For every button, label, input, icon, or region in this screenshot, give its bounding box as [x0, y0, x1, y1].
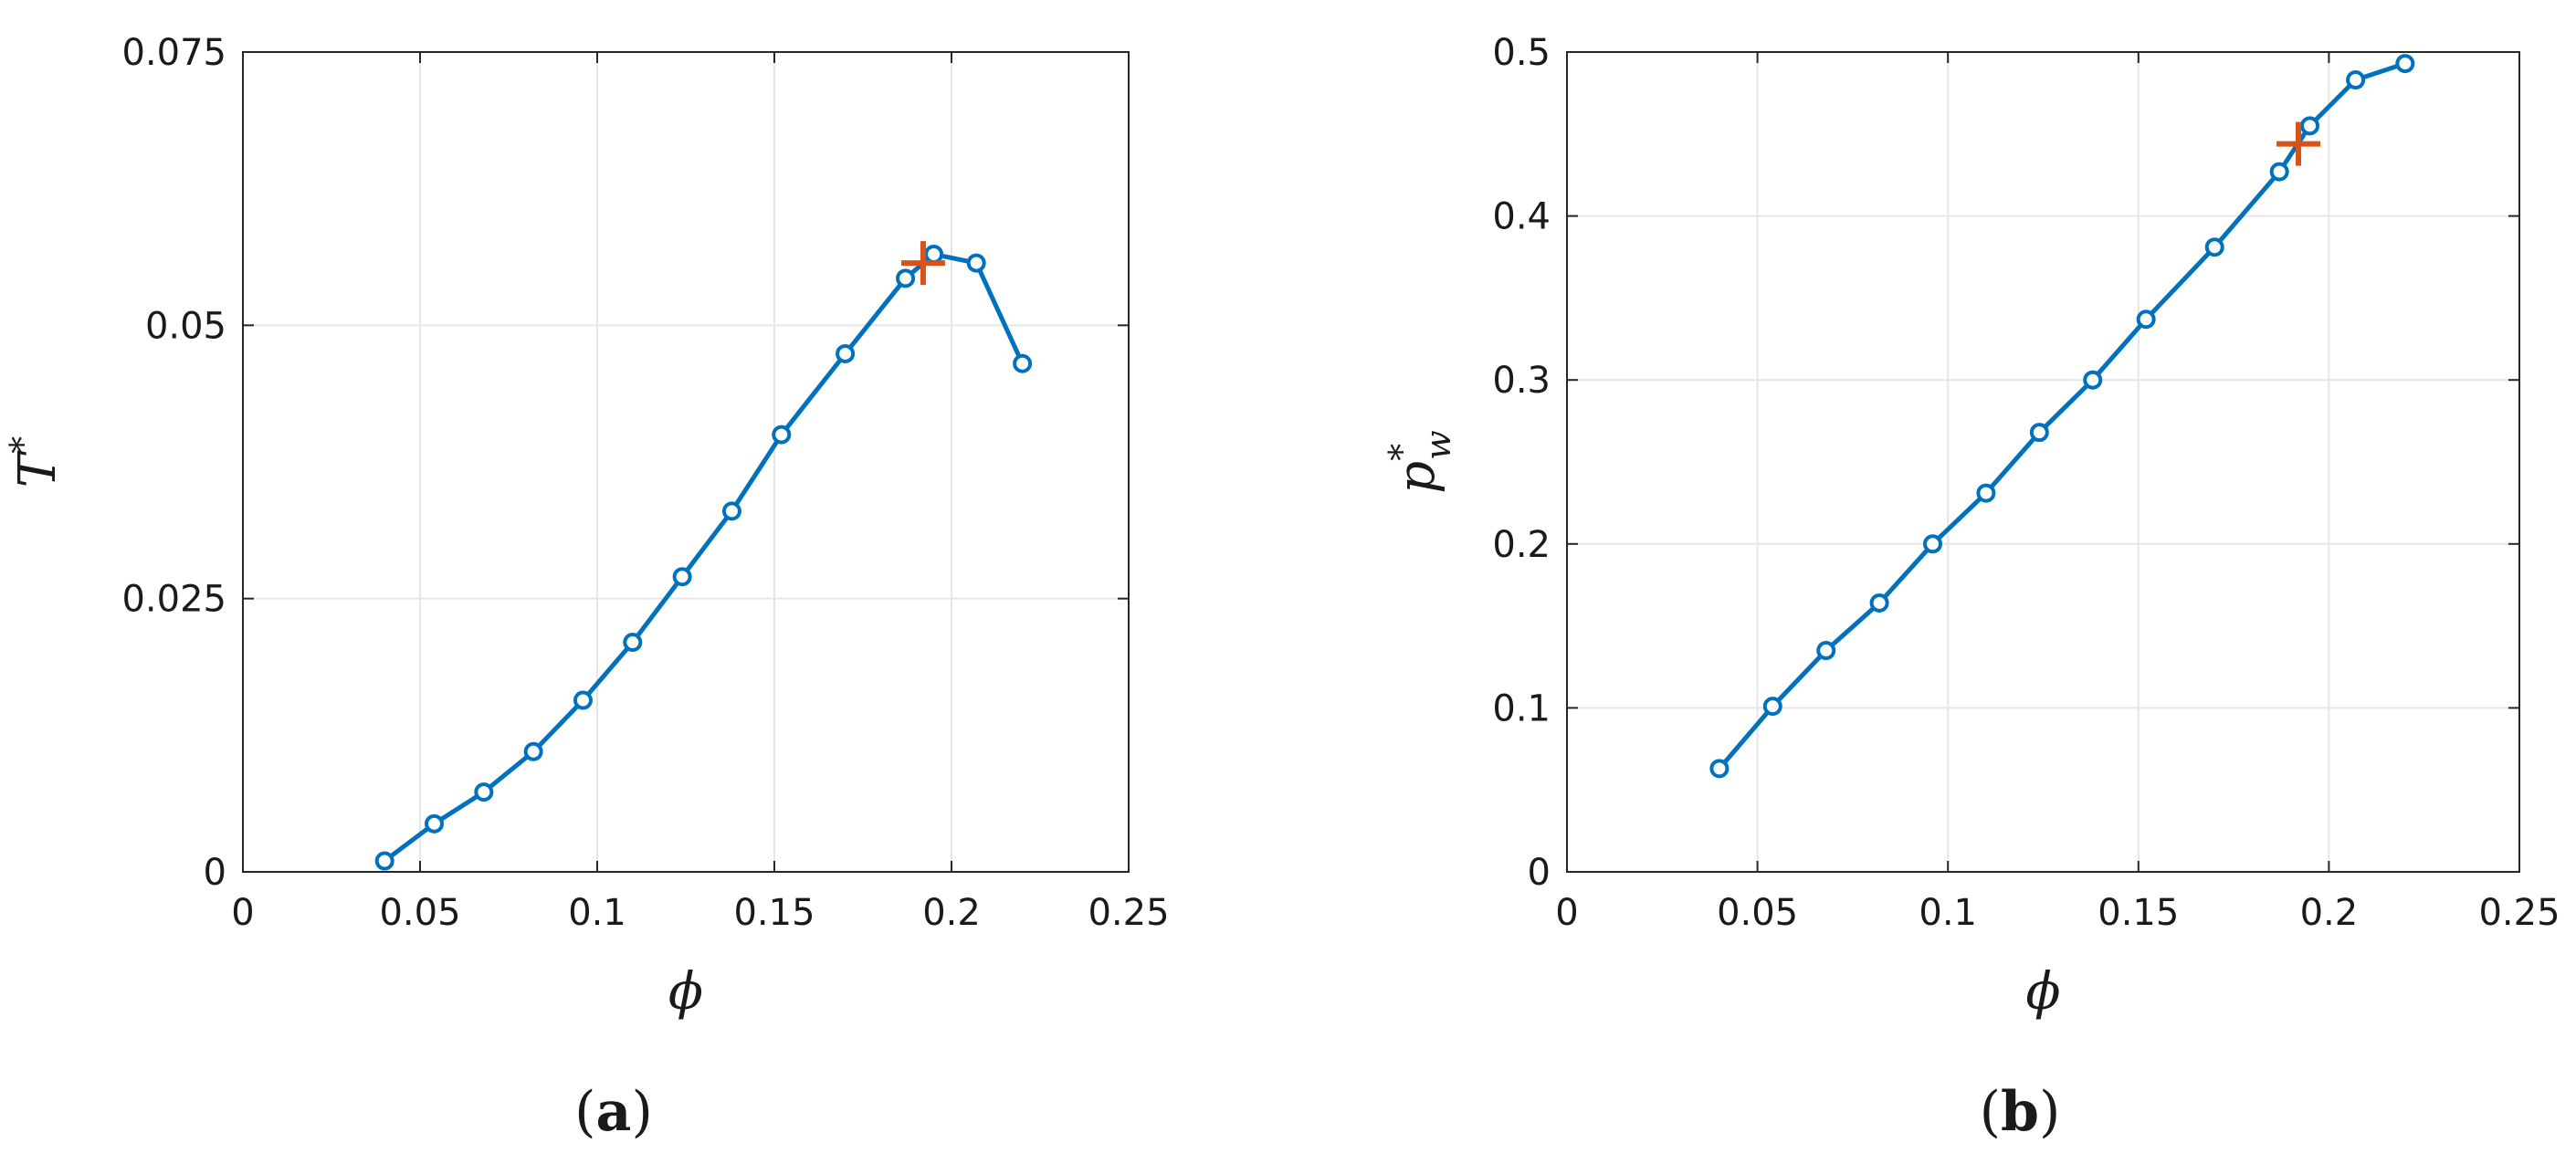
data-point [1013, 353, 1033, 373]
data-point [836, 343, 856, 363]
y-axis-label-superscript: * [3, 436, 43, 454]
x-tick-label: 0.1 [1919, 892, 1977, 934]
data-point [474, 782, 494, 802]
x-tick-label: 0.05 [1717, 892, 1798, 934]
data-point [2204, 237, 2224, 257]
x-tick-label: 0.25 [1088, 892, 1169, 934]
data-point [672, 567, 692, 587]
y-tick-label: 0.1 [1492, 687, 1551, 729]
plot-area [1567, 52, 2519, 872]
y-tick-label: 0.2 [1492, 524, 1551, 566]
x-tick-label: 0.15 [2098, 892, 2179, 934]
axes-box [1566, 51, 2520, 873]
y-axis-label-superscript: * [1382, 444, 1422, 461]
panel-caption-close: ) [2039, 1080, 2060, 1144]
y-axis-label-subscript: w [1418, 430, 1458, 460]
data-point [721, 501, 741, 521]
data-point [2300, 116, 2320, 136]
y-axis-label-base: T [8, 450, 68, 488]
data-point [425, 813, 445, 834]
data-point [1976, 483, 1996, 503]
x-tick-label: 0.25 [2478, 892, 2560, 934]
y-tick-label: 0 [1528, 852, 1551, 894]
data-point [573, 690, 593, 710]
data-point [1923, 534, 1943, 554]
data-point [1709, 759, 1730, 779]
y-tick-label: 0.05 [145, 305, 226, 347]
panel-a: 0 0.05 0.1 0.15 0.2 0.25 0 0.025 0.05 0.075 ϕ T* (a) [3, 32, 1170, 1144]
y-axis-label-base: p [1387, 461, 1446, 494]
y-axis-label: T* [3, 436, 68, 488]
data-point [2083, 370, 2103, 390]
x-tick-label: 0 [231, 892, 254, 934]
x-axis-label: ϕ [2025, 962, 2060, 1022]
data-point [623, 633, 643, 653]
data-point [2269, 162, 2289, 182]
plot-area [243, 52, 1129, 872]
panel-b: 0 0.05 0.1 0.15 0.2 0.25 0 0.1 0.2 0.3 0.4 0.5 ϕ p*w (… [1382, 32, 2560, 1144]
data-point [924, 245, 944, 265]
data-point [374, 851, 394, 871]
panel-caption-open: ( [1980, 1080, 2001, 1144]
x-tick-label: 0.15 [733, 892, 815, 934]
data-point [1762, 697, 1782, 717]
data-point [2029, 423, 2049, 443]
data-point [896, 268, 916, 288]
panel-caption-letter: b [2001, 1080, 2039, 1144]
data-point [2136, 309, 2156, 330]
highlight-marker [900, 241, 945, 286]
y-tick-label: 0.4 [1492, 196, 1551, 238]
data-point [1869, 592, 1889, 613]
y-tick-label: 0.075 [121, 32, 226, 74]
y-tick-label: 0.5 [1492, 32, 1551, 74]
data-point [1816, 641, 1836, 661]
y-axis-label: p*w [1382, 430, 1458, 493]
axes-box [242, 51, 1130, 873]
panel-caption-letter: a [596, 1080, 632, 1144]
data-point [772, 425, 792, 445]
panel-caption: (a) [574, 1080, 653, 1144]
y-tick-label: 0.3 [1492, 360, 1551, 402]
x-axis-label: ϕ [668, 962, 703, 1022]
x-tick-label: 0.05 [379, 892, 460, 934]
x-tick-label: 0.2 [2300, 892, 2359, 934]
data-point [523, 741, 543, 761]
data-point [2395, 54, 2415, 74]
panel-caption-open: ( [574, 1080, 595, 1144]
x-tick-label: 0 [1555, 892, 1578, 934]
y-tick-label: 0.025 [121, 579, 226, 621]
panel-caption: (b) [1980, 1080, 2061, 1144]
data-point [966, 253, 986, 273]
y-tick-label: 0 [204, 852, 226, 894]
x-tick-label: 0.2 [922, 892, 981, 934]
panel-caption-close: ) [631, 1080, 652, 1144]
data-point [2346, 70, 2366, 90]
x-tick-label: 0.1 [568, 892, 626, 934]
highlight-marker [2276, 121, 2321, 166]
